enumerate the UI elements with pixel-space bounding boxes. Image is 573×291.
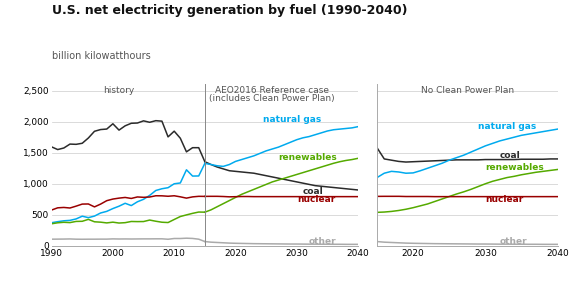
- Text: coal: coal: [500, 151, 520, 160]
- Text: coal: coal: [303, 187, 324, 196]
- Text: other: other: [500, 237, 527, 246]
- Text: history: history: [103, 86, 135, 95]
- Text: natural gas: natural gas: [263, 115, 321, 124]
- Text: AEO2016 Reference case: AEO2016 Reference case: [215, 86, 329, 95]
- Text: other: other: [309, 237, 337, 246]
- Text: (includes Clean Power Plan): (includes Clean Power Plan): [210, 94, 335, 103]
- Text: No Clean Power Plan: No Clean Power Plan: [421, 86, 514, 95]
- Text: renewables: renewables: [485, 162, 544, 171]
- Text: nuclear: nuclear: [485, 195, 524, 204]
- Text: nuclear: nuclear: [297, 196, 335, 205]
- Text: U.S. net electricity generation by fuel (1990-2040): U.S. net electricity generation by fuel …: [52, 4, 407, 17]
- Text: billion kilowatthours: billion kilowatthours: [52, 51, 150, 61]
- Text: renewables: renewables: [278, 152, 337, 162]
- Text: natural gas: natural gas: [478, 122, 536, 130]
